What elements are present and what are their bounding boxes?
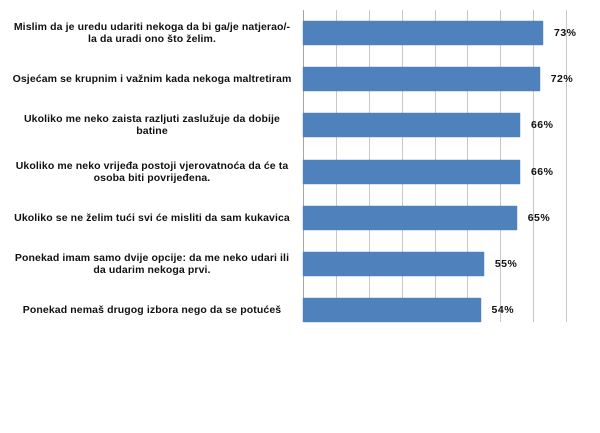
category-label: Ponekad imam samo dvije opcije: da me ne…	[14, 252, 290, 276]
value-label: 65%	[527, 211, 551, 224]
bar	[303, 67, 540, 92]
value-label: 73%	[553, 27, 577, 39]
bar	[303, 159, 520, 184]
category-label: Ponekad nemaš drugog izbora nego da se p…	[22, 304, 282, 317]
gridline	[533, 10, 534, 322]
value-label: 72%	[550, 73, 574, 86]
category-label: Ukoliko me neko zaista razljuti zaslužuj…	[24, 113, 280, 138]
bar	[303, 205, 517, 230]
value-label: 55%	[494, 258, 518, 270]
category-label: Mislim da je uredu udariti nekoga da bi …	[13, 21, 291, 45]
gridline	[566, 10, 567, 322]
category-label: Osjećam se krupnim i važnim kada nekoga …	[12, 73, 292, 86]
bar	[303, 252, 484, 276]
category-label: Ukoliko me neko vrijeđa postoji vjerovat…	[15, 159, 289, 184]
bar	[303, 21, 543, 45]
value-label: 54%	[491, 304, 515, 317]
bar	[303, 298, 481, 323]
plot-area: 73% 72% 66% 66% 65% 55% 54%	[303, 10, 576, 323]
value-label: 66%	[530, 165, 554, 178]
bar	[303, 113, 520, 138]
category-label: Ukoliko se ne želim tući svi će misliti …	[14, 211, 290, 224]
value-label: 66%	[530, 119, 554, 132]
